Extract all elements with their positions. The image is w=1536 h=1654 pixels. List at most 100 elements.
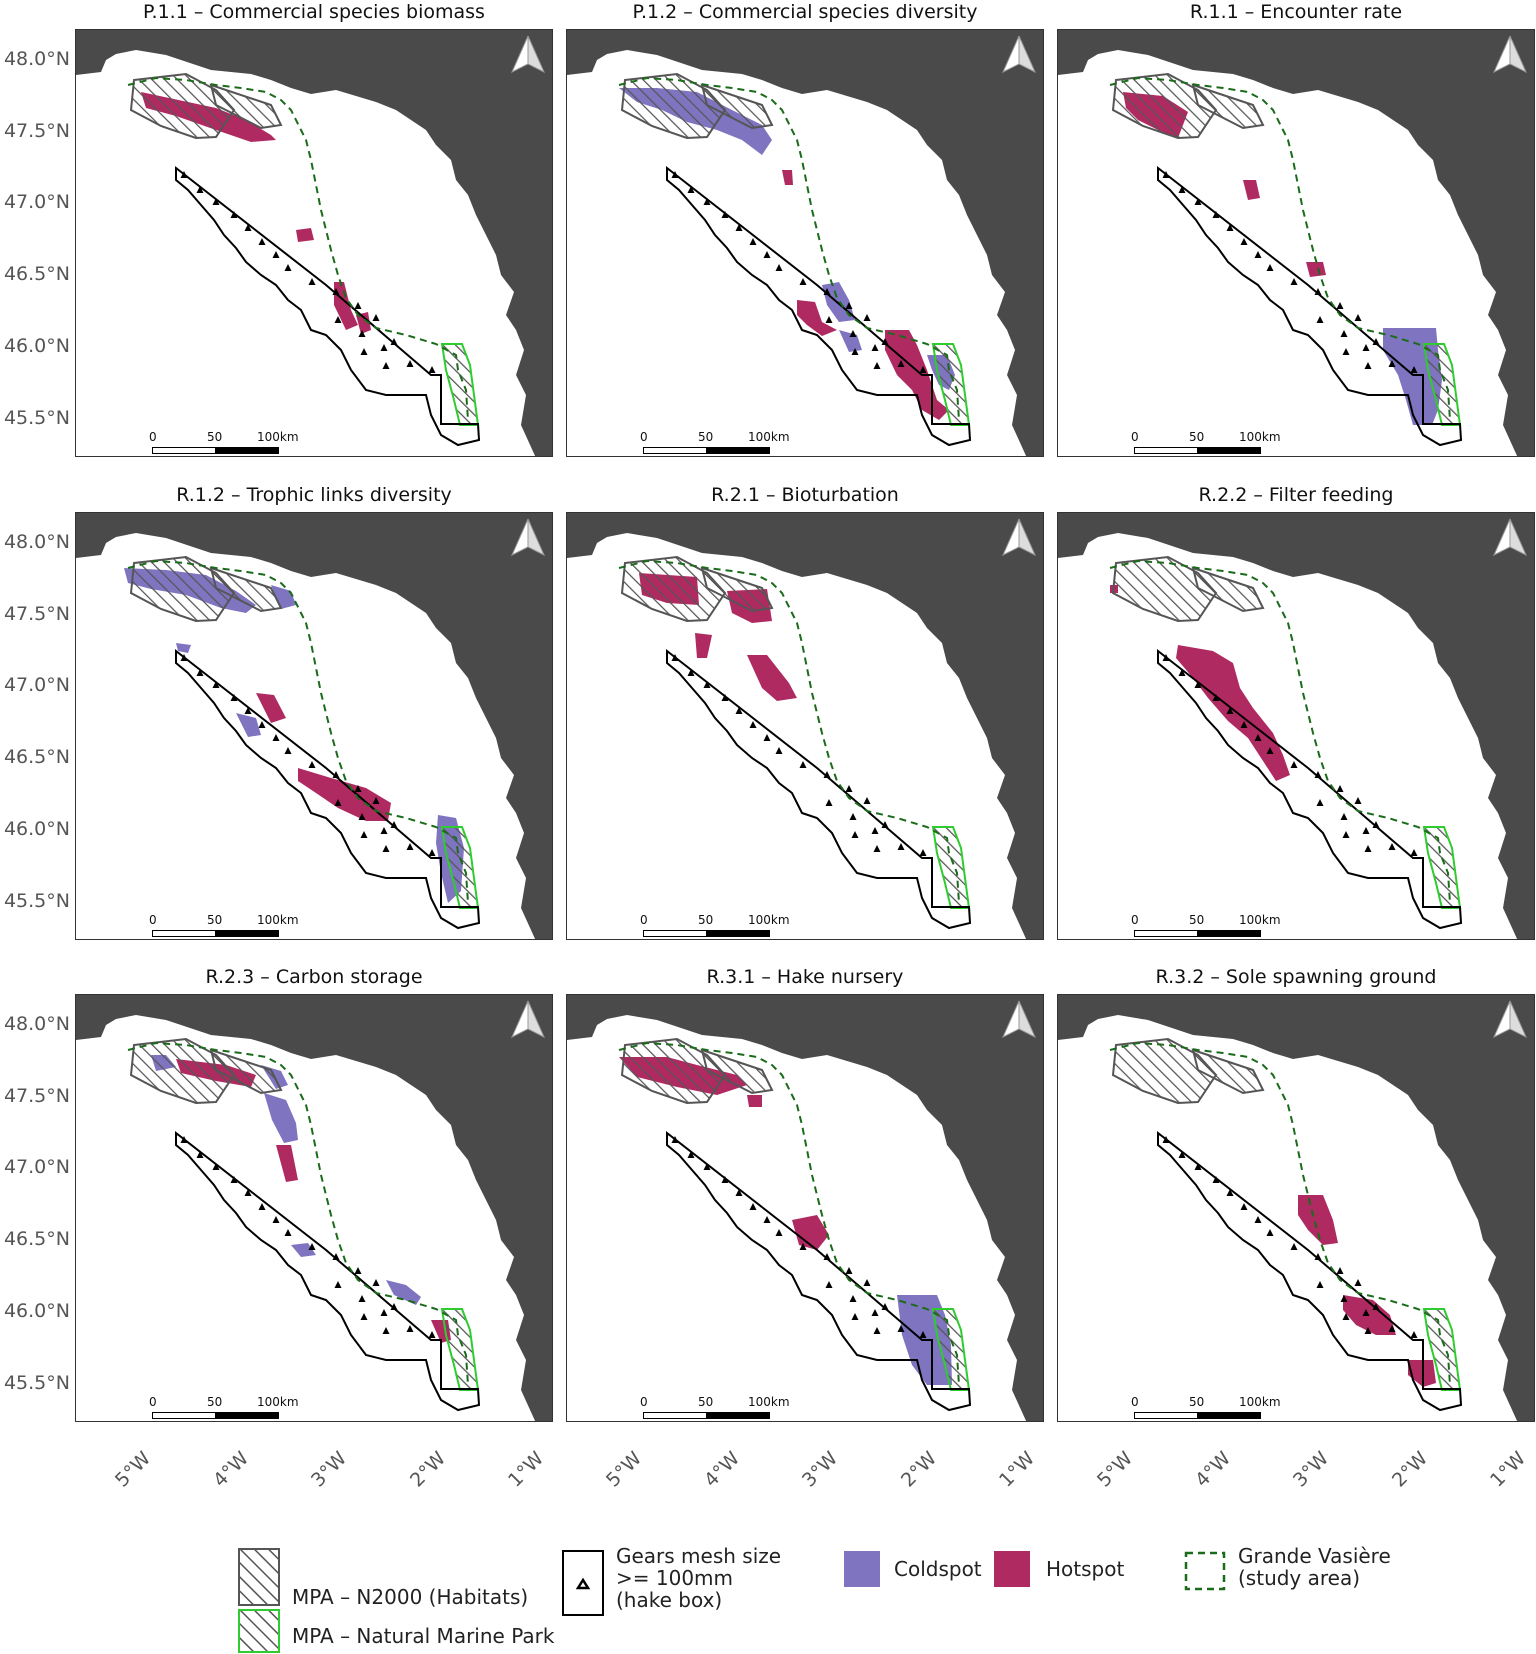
land-mass bbox=[567, 513, 1043, 939]
gear-marker bbox=[230, 1176, 238, 1183]
gear-marker bbox=[212, 681, 220, 688]
land-mass bbox=[1058, 513, 1534, 939]
map-frame: 0 50 100km bbox=[566, 512, 1044, 940]
gear-marker bbox=[428, 1331, 436, 1338]
gear-marker bbox=[851, 1313, 859, 1320]
panel-title: R.2.1 – Bioturbation bbox=[711, 484, 899, 506]
gear-marker bbox=[687, 186, 695, 193]
map-canvas bbox=[76, 513, 552, 939]
gear-marker bbox=[849, 330, 857, 337]
gear-marker bbox=[1362, 827, 1370, 834]
coldspot-area bbox=[839, 330, 862, 352]
gear-marker bbox=[244, 224, 252, 231]
panel-title: R.3.2 – Sole spawning ground bbox=[1155, 966, 1437, 988]
grande-vasiere-outline bbox=[127, 76, 469, 421]
gear-marker bbox=[763, 1216, 771, 1223]
grande-vasiere-swatch bbox=[1184, 1551, 1226, 1591]
legend-gv-label: Grande Vasière (study area) bbox=[1238, 1545, 1391, 1589]
hotspot-area bbox=[296, 228, 314, 242]
map-canvas bbox=[1058, 513, 1534, 939]
map-frame: 0 50 100km bbox=[1057, 994, 1535, 1422]
gear-marker bbox=[1336, 785, 1344, 792]
grande-vasiere-outline bbox=[618, 76, 960, 421]
gear-marker bbox=[380, 827, 388, 834]
gear-marker bbox=[1388, 360, 1396, 367]
gear-marker bbox=[749, 721, 757, 728]
scale-label-100: 100km bbox=[257, 1395, 299, 1409]
scale-bar: 0 50 100km bbox=[640, 430, 790, 454]
longitude-label: 1°W bbox=[1486, 1447, 1531, 1492]
longitude-label: 1°W bbox=[504, 1447, 549, 1492]
gear-marker bbox=[919, 849, 927, 856]
scale-label-100: 100km bbox=[1239, 430, 1281, 444]
gear-marker bbox=[735, 224, 743, 231]
gear-marker bbox=[180, 171, 188, 178]
north-arrow-icon bbox=[1492, 1000, 1528, 1039]
legend-gears-line3: (hake box) bbox=[616, 1588, 723, 1612]
longitude-label: 1°W bbox=[995, 1447, 1040, 1492]
gear-marker bbox=[749, 238, 757, 245]
scale-seg-white bbox=[643, 1412, 707, 1419]
gear-marker bbox=[258, 721, 266, 728]
gear-marker bbox=[1342, 831, 1350, 838]
gear-marker bbox=[823, 288, 831, 295]
gear-marker bbox=[358, 813, 366, 820]
legend-gv-line2: (study area) bbox=[1238, 1566, 1361, 1590]
north-arrow-icon bbox=[1001, 518, 1037, 557]
gear-marker bbox=[1372, 1303, 1380, 1310]
gear-marker bbox=[721, 1176, 729, 1183]
gear-marker bbox=[1336, 302, 1344, 309]
gear-marker bbox=[332, 1253, 340, 1260]
gear-marker bbox=[897, 843, 905, 850]
natural-marine-park-area bbox=[1422, 826, 1462, 909]
gear-marker bbox=[825, 1281, 833, 1288]
scale-bar: 0 50 100km bbox=[1131, 430, 1281, 454]
map-canvas bbox=[76, 995, 552, 1421]
gear-marker bbox=[272, 251, 280, 258]
gear-marker bbox=[851, 348, 859, 355]
scale-label-0: 0 bbox=[1131, 1395, 1139, 1409]
gear-marker bbox=[1194, 681, 1202, 688]
gear-marker bbox=[196, 186, 204, 193]
scale-label-50: 50 bbox=[1189, 913, 1205, 927]
scale-seg-black bbox=[1197, 1412, 1261, 1419]
n2000-area bbox=[700, 566, 774, 613]
n2000-area bbox=[620, 1037, 727, 1105]
gear-marker bbox=[406, 843, 414, 850]
scale-label-50: 50 bbox=[1189, 1395, 1205, 1409]
gear-marker bbox=[775, 1229, 783, 1236]
gear-marker bbox=[1314, 288, 1322, 295]
gear-marker bbox=[382, 362, 390, 369]
natural-marine-park-area bbox=[931, 826, 971, 909]
gear-marker bbox=[390, 338, 398, 345]
north-arrow-icon bbox=[510, 1000, 546, 1039]
map-canvas bbox=[76, 30, 552, 456]
gear-marker bbox=[244, 1189, 252, 1196]
scale-seg-black bbox=[215, 930, 279, 937]
gear-marker bbox=[1410, 1331, 1418, 1338]
gear-marker bbox=[1266, 1229, 1274, 1236]
latitude-label: 46.0°N bbox=[3, 335, 70, 357]
map-frame: 0 50 100km bbox=[1057, 29, 1535, 457]
gear-marker bbox=[308, 761, 316, 768]
coldspot-area bbox=[264, 1093, 298, 1143]
n2000-area bbox=[700, 1048, 774, 1095]
coldspot-area bbox=[176, 643, 191, 653]
panel-title: R.1.2 – Trophic links diversity bbox=[176, 484, 452, 506]
scale-seg-white bbox=[1134, 447, 1198, 454]
map-panel-p-1-2: P.1.2 – Commercial species diversity 0 50 1… bbox=[566, 1, 1044, 457]
grande-vasiere-outline bbox=[127, 559, 469, 904]
gear-marker bbox=[735, 1189, 743, 1196]
hotspot-area bbox=[797, 300, 837, 336]
gear-marker bbox=[735, 707, 743, 714]
gear-marker bbox=[1226, 1189, 1234, 1196]
scale-label-0: 0 bbox=[1131, 913, 1139, 927]
gear-marker bbox=[845, 1267, 853, 1274]
scale-label-0: 0 bbox=[640, 913, 648, 927]
map-panel-r-3-2: R.3.2 – Sole spawning ground 0 50 100km bbox=[1057, 966, 1535, 1422]
map-frame: 0 50 100km bbox=[1057, 512, 1535, 940]
map-frame: 0 50 100km bbox=[75, 512, 553, 940]
legend-gears-label: Gears mesh size >= 100mm (hake box) bbox=[616, 1545, 781, 1611]
gear-marker bbox=[873, 845, 881, 852]
gear-marker bbox=[775, 264, 783, 271]
